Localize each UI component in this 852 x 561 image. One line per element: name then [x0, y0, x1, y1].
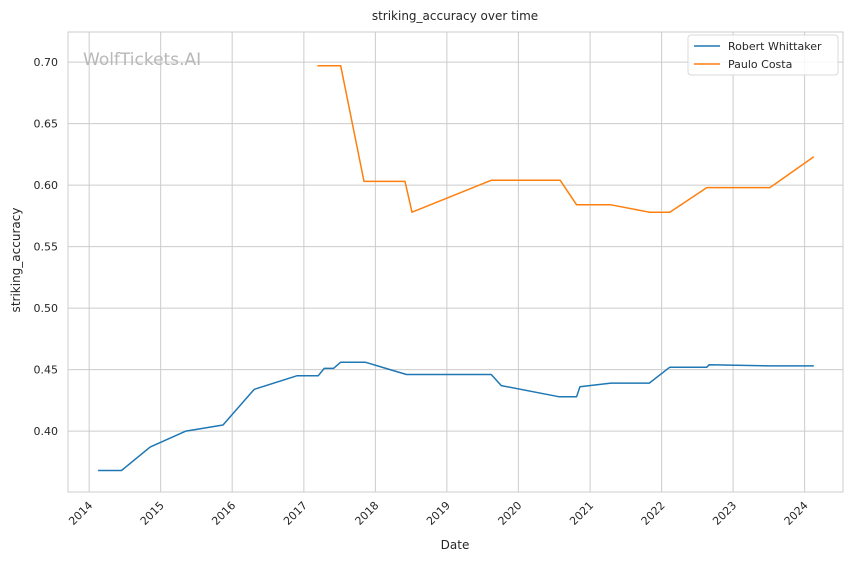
x-grid — [88, 32, 806, 492]
plot-area — [67, 31, 844, 493]
watermark: WolfTickets.AI — [83, 50, 201, 70]
legend-label: Robert Whittaker — [728, 40, 822, 53]
y-axis-title: striking_accuracy — [9, 208, 23, 313]
chart-title: striking_accuracy over time — [372, 9, 538, 23]
series-line-paulo-costa — [317, 65, 815, 213]
y-tick-label: 0.50 — [34, 302, 59, 315]
series-layer — [98, 65, 815, 472]
legend-label: Paulo Costa — [728, 58, 792, 71]
y-tick-label: 0.45 — [34, 364, 59, 377]
series-line-robert-whittaker — [98, 361, 814, 472]
y-tick-label: 0.60 — [34, 179, 59, 192]
x-axis-title: Date — [441, 538, 470, 552]
legend: Robert Whittaker Paulo Costa — [687, 34, 839, 76]
y-grid — [68, 61, 843, 432]
y-axis-ticks: 0.40 0.45 0.50 0.55 0.60 0.65 0.70 — [34, 56, 59, 438]
y-tick-label: 0.55 — [34, 241, 59, 254]
y-tick-label: 0.65 — [34, 118, 59, 131]
y-tick-label: 0.70 — [34, 56, 59, 69]
legend-box — [687, 34, 839, 76]
y-tick-label: 0.40 — [34, 425, 59, 438]
